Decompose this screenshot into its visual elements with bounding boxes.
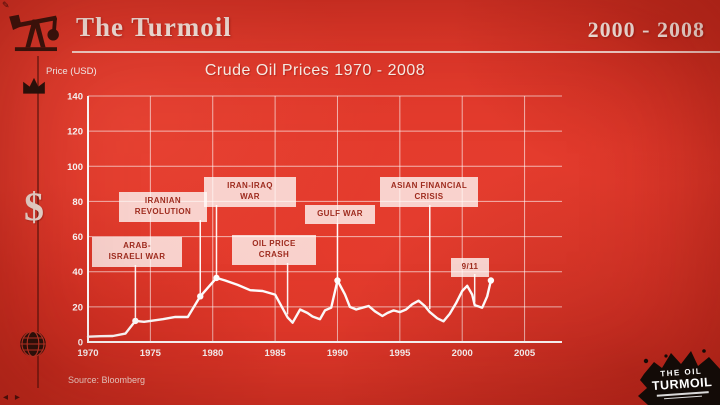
y-tick-label: 140 [67,92,83,103]
price-plot: 0 20 40 60 80 100 120 140 1970 1975 1980 1985 1990 19… [67,92,562,359]
event-label-line: OIL PRICE [252,239,296,248]
event-label: ARAB- ISRAELI WAR [92,237,182,267]
event-label-line: CRASH [258,249,290,259]
event-label-line: REVOLUTION [134,206,192,216]
event-label-line: ISRAELI WAR [108,251,166,261]
data-point-marker [213,274,220,282]
x-tick-label: 2000 [452,348,473,359]
x-tick-label: 1970 [77,348,98,359]
event-label-line: IRANIAN [144,196,182,205]
event-label-line: CRISIS [414,191,444,201]
nav-arrows: ◂ ▸ [3,392,24,403]
y-tick-label: 80 [72,197,83,208]
data-point-marker [487,277,495,284]
event-label: ASIAN FINANCIAL CRISIS [380,177,478,207]
x-tick-label: 1980 [202,348,223,359]
logo: THE OIL TURMOIL [638,347,720,405]
timeline-line [37,56,39,388]
x-tick-label: 2005 [514,348,536,359]
event-label: GULF WAR [305,205,375,224]
price-line [86,276,493,338]
y-axis-title: Price (USD) [46,66,97,77]
nav-prev-button[interactable]: ◂ [3,392,9,403]
event-label: 9/11 [451,258,489,277]
data-point-marker [334,277,341,284]
dollar-sign-icon: $ [24,184,44,229]
globe-icon [20,330,46,358]
y-tick-label: 40 [72,267,83,278]
chart-title: Crude Oil Prices 1970 - 2008 [204,62,426,79]
event-label-line: WAR [240,191,260,201]
event-label-line: 9/11 [461,262,479,271]
event-label: OIL PRICE CRASH [232,235,316,265]
x-tick-label: 1985 [265,348,287,359]
y-tick-label: 20 [72,302,83,313]
x-tick-label: 1990 [327,348,348,359]
y-tick-label: 0 [78,338,83,349]
event-label-line: ASIAN FINANCIAL [390,181,468,190]
event-label: IRANIAN REVOLUTION [119,192,207,222]
page-title: The Turmoil [76,12,232,42]
event-label: IRAN-IRAQ WAR [204,177,296,207]
corner-tools: ✎ [2,0,12,11]
data-point-marker [197,293,204,300]
logo-text: THE OIL TURMOIL [646,366,718,401]
header-divider [72,51,720,53]
edit-pencil-icon[interactable]: ✎ [2,0,10,10]
data-point-marker [132,317,139,325]
event-label-line: GULF WAR [317,209,363,218]
event-label-line: IRAN-IRAQ [227,181,273,190]
y-tick-label: 120 [67,127,83,138]
period-label: 2000 - 2008 [587,17,705,42]
crown-icon [23,77,45,94]
y-tick-label: 60 [72,232,83,243]
x-tick-label: 1975 [140,348,162,359]
chart-area: 0 20 40 60 80 100 120 140 1970 1975 1980 1985 1990 19… [60,88,570,373]
x-tick-label: 1995 [389,348,411,359]
nav-next-button[interactable]: ▸ [14,392,20,403]
pump-jack-icon [9,14,59,52]
source-label: Source: Bloomberg [68,375,146,385]
event-label-line: ARAB- [123,241,151,250]
y-tick-label: 100 [67,162,83,173]
